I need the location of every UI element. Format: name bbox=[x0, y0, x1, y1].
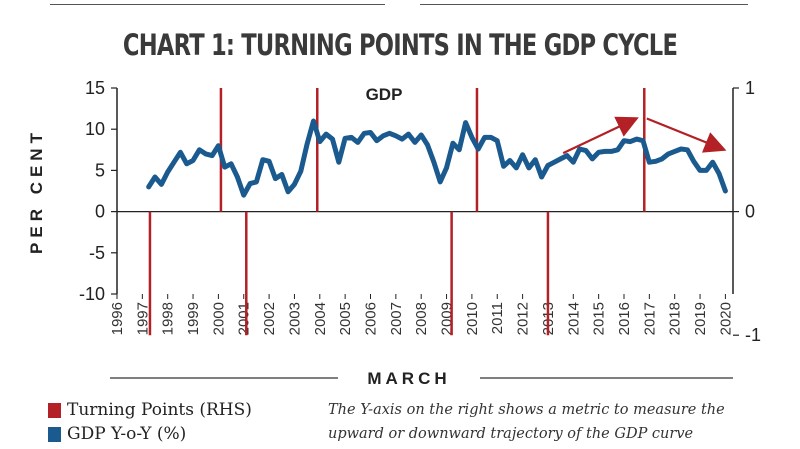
trend-arrow-up bbox=[562, 116, 639, 155]
x-tick-label: 2014 bbox=[565, 302, 582, 335]
x-tick-label: 2012 bbox=[515, 302, 532, 335]
top-rule-right bbox=[420, 4, 748, 5]
x-axis-label: MARCH bbox=[367, 369, 450, 388]
x-tick-label: 2017 bbox=[641, 302, 658, 335]
y-right-tick-label: -1 bbox=[745, 325, 761, 345]
x-tick-label: 2020 bbox=[717, 302, 734, 335]
x-tick-label: 2019 bbox=[692, 302, 709, 335]
y-left-tick-label: 0 bbox=[95, 202, 105, 222]
x-tick-label: 2007 bbox=[388, 302, 405, 335]
y-right-tick-label: 0 bbox=[745, 202, 755, 222]
x-tick-label: 2015 bbox=[591, 302, 608, 335]
legend-item-gdp: GDP Y-o-Y (%) bbox=[48, 422, 252, 446]
x-tick-label: 2002 bbox=[261, 302, 278, 335]
legend-swatch-gdp bbox=[48, 426, 61, 442]
legend: Turning Points (RHS) GDP Y-o-Y (%) bbox=[48, 398, 252, 446]
x-tick-label: 1998 bbox=[160, 302, 177, 335]
legend-label-turning-points: Turning Points (RHS) bbox=[67, 400, 252, 420]
legend-item-turning-points: Turning Points (RHS) bbox=[48, 398, 252, 422]
x-tick-label: 2003 bbox=[286, 302, 303, 335]
x-tick-label: 1999 bbox=[185, 302, 202, 335]
x-tick-label: 2001 bbox=[236, 302, 253, 335]
x-tick-label: 2000 bbox=[210, 302, 227, 335]
x-tick-label: 1997 bbox=[134, 302, 151, 335]
x-tick-label: 2011 bbox=[489, 302, 506, 334]
x-tick-label: 2009 bbox=[439, 302, 456, 335]
legend-swatch-turning-points bbox=[48, 402, 61, 418]
x-tick-label: 2006 bbox=[362, 302, 379, 335]
chart-title: CHART 1: TURNING POINTS IN THE GDP CYCLE bbox=[122, 28, 678, 62]
trend-arrow-down bbox=[646, 117, 727, 153]
x-tick-label: 2004 bbox=[312, 302, 329, 335]
x-tick-label: 1996 bbox=[109, 302, 126, 335]
x-tick-label: 2016 bbox=[616, 302, 633, 335]
y-left-tick-label: -5 bbox=[89, 243, 105, 263]
y-axis-label: PER CENT bbox=[27, 128, 46, 254]
x-tick-label: 2008 bbox=[413, 302, 430, 335]
y-left-tick-label: -10 bbox=[79, 284, 105, 304]
y-left-tick-label: 5 bbox=[95, 160, 105, 180]
gdp-line bbox=[146, 118, 728, 198]
y-left-tick-label: 15 bbox=[85, 78, 105, 98]
y-left-tick-label: 10 bbox=[85, 119, 105, 139]
legend-label-gdp: GDP Y-o-Y (%) bbox=[67, 424, 187, 444]
axis-note: The Y-axis on the right shows a metric t… bbox=[328, 402, 725, 442]
top-rule-left bbox=[50, 4, 385, 5]
gdp-annotation: GDP bbox=[366, 85, 403, 104]
x-tick-label: 2010 bbox=[464, 302, 481, 335]
x-tick-label: 2005 bbox=[337, 302, 354, 335]
x-tick-label: 2018 bbox=[667, 302, 684, 335]
y-right-tick-label: 1 bbox=[745, 78, 755, 98]
